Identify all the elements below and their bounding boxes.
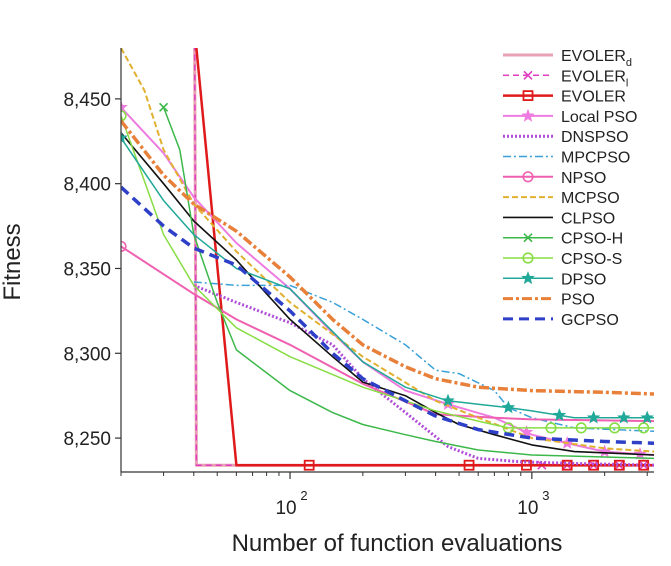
series-dpso-line	[121, 137, 654, 419]
series-cpso-s-marker-5	[638, 422, 650, 434]
series-mcpso	[121, 48, 654, 453]
legend-evoler-marker	[522, 90, 534, 101]
legend-local-pso: Local PSO	[503, 108, 637, 126]
legend-npso: NPSO	[503, 170, 606, 187]
legend-cpso-s-marker	[522, 252, 534, 264]
legend-dpso-marker	[521, 271, 535, 285]
axes-layer	[120, 48, 654, 473]
legend-mpcpso-label: MPCPSO	[561, 150, 630, 167]
legend-npso-label: NPSO	[561, 170, 606, 187]
x-tick-label-1: 10	[517, 498, 538, 519]
series-pso-line	[121, 119, 654, 396]
legend-cpso-s: CPSO-S	[503, 251, 622, 268]
series-gcpso-line	[121, 185, 654, 445]
x-tick-label-0: 10	[275, 498, 296, 519]
series-evoler-line	[195, 48, 654, 467]
y-tick-label-1: 8,300	[63, 344, 111, 365]
legend-mcpso: MCPSO	[503, 190, 620, 207]
series-dpso	[121, 130, 654, 424]
series-local-pso-marker-5	[633, 447, 647, 460]
series-evoler-marker-3	[561, 459, 573, 471]
legend-dpso: DPSO	[503, 271, 606, 288]
y-tick-label-0: 8,250	[63, 429, 111, 450]
legend-evoler-d-label: EVOLERd	[561, 48, 632, 69]
x-tick-label-exp-1: 3	[542, 488, 549, 503]
legend-evoler-l-marker	[523, 70, 533, 80]
series-dnspso-line	[193, 284, 654, 467]
legend-evoler-l-label: EVOLERl	[561, 68, 628, 89]
series-dpso-marker-5	[617, 410, 631, 424]
series-npso	[121, 240, 654, 423]
legend-evoler: EVOLER	[503, 89, 626, 106]
series-local-pso-marker-0	[121, 100, 128, 114]
series-dpso-marker-4	[586, 410, 601, 424]
series-mpcpso	[193, 281, 654, 433]
series-evoler-marker-5	[613, 459, 625, 471]
y-tick-label-4: 8,450	[63, 90, 111, 111]
legend-npso-marker	[522, 171, 534, 183]
legend-mcpso-label: MCPSO	[561, 190, 620, 207]
legend-evoler-l: EVOLERl	[503, 68, 628, 89]
y-tick-label-2: 8,350	[63, 259, 111, 280]
series-cpso-h-marker-0	[159, 102, 169, 112]
ticks-layer: 8,250 8,300 8,350 8,400 8,450 10 2 10 3	[63, 90, 648, 519]
series-layer	[121, 48, 654, 471]
series-evoler	[195, 48, 654, 471]
series-dpso-marker-1	[441, 393, 455, 407]
series-cpso-s-marker-3	[575, 422, 587, 434]
series-evoler-marker-2	[521, 459, 532, 471]
legend-local-pso-marker	[521, 108, 535, 122]
legend-cpso-h-label: CPSO-H	[561, 231, 623, 248]
series-cpso-s-marker-4	[609, 422, 621, 434]
series-evoler-marker-0	[303, 459, 315, 471]
legend-evoler-d: EVOLERd	[503, 48, 632, 69]
series-clpso	[121, 132, 654, 456]
series-dpso-marker-0	[121, 130, 128, 144]
legend-gcpso-label: GCPSO	[561, 312, 619, 329]
series-mcpso-line	[121, 48, 654, 453]
series-cpso-s-marker-0	[121, 110, 127, 122]
y-tick-label-3: 8,400	[63, 175, 111, 196]
series-clpso-line	[121, 132, 654, 456]
series-mpcpso-line	[193, 281, 654, 433]
legend-pso-label: PSO	[561, 292, 595, 309]
legend-dpso-label: DPSO	[561, 271, 606, 288]
legend-pso: PSO	[503, 292, 595, 309]
legend-mpcpso: MPCPSO	[503, 150, 630, 167]
legend-dnspso: DNSPSO	[503, 129, 629, 146]
series-npso-line	[121, 245, 654, 423]
series-npso-marker-0	[121, 240, 127, 253]
x-tick-label-exp-0: 2	[300, 488, 307, 503]
series-dpso-marker-3	[552, 408, 567, 422]
series-gcpso	[121, 185, 654, 445]
legend-clpso: CLPSO	[503, 210, 615, 227]
series-cpso-s	[121, 110, 654, 434]
x-axis-title: Number of function evaluations	[232, 530, 563, 557]
legend-cpso-h: CPSO-H	[503, 231, 623, 248]
legend-cpso-h-marker	[523, 233, 533, 243]
legend-evoler-label: EVOLER	[561, 89, 626, 106]
series-cpso-s-line	[121, 115, 654, 429]
legend-gcpso: GCPSO	[503, 312, 619, 329]
legend-clpso-label: CLPSO	[561, 210, 615, 227]
legend-local-pso-label: Local PSO	[561, 109, 637, 126]
legend-cpso-s-label: CPSO-S	[561, 251, 622, 268]
series-dnspso	[193, 284, 654, 467]
legend-dnspso-label: DNSPSO	[561, 129, 629, 146]
series-evoler-marker-1	[463, 459, 475, 471]
y-axis-title: Fitness	[0, 223, 26, 300]
series-cpso-s-marker-2	[545, 422, 557, 434]
series-dpso-marker-2	[501, 400, 516, 414]
series-pso	[121, 119, 654, 396]
series-dpso-marker-6	[640, 410, 654, 424]
